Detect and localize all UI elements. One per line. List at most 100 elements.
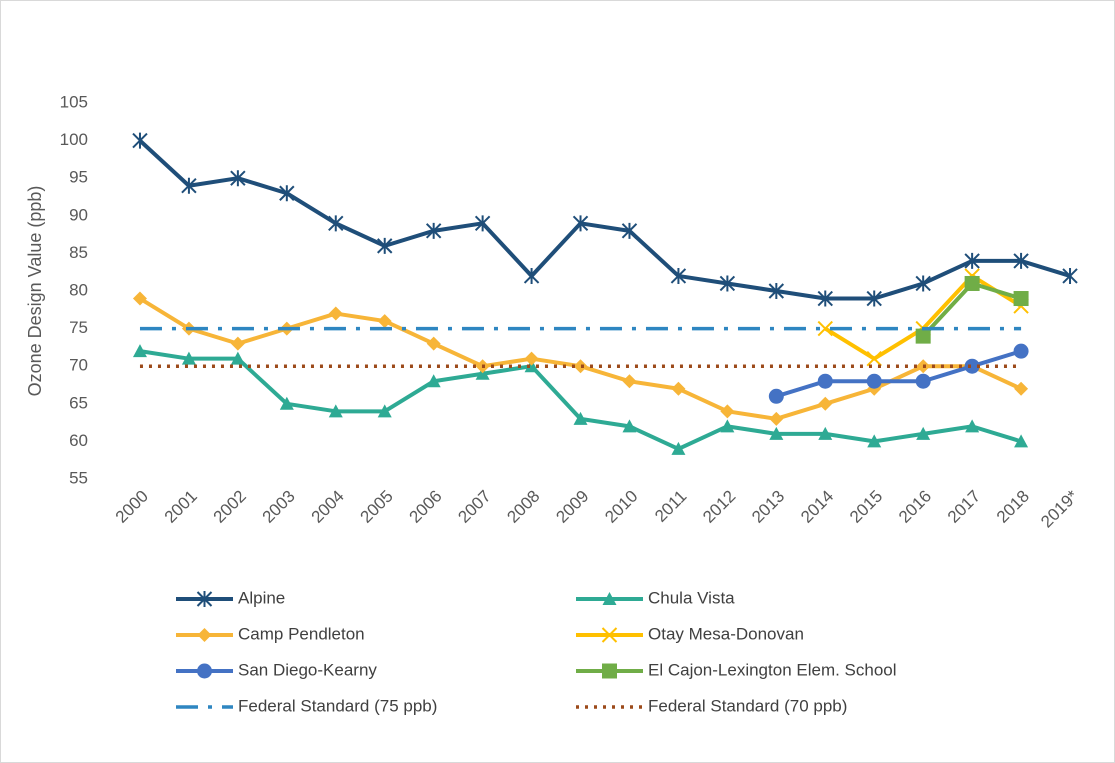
- legend-item: Alpine: [176, 588, 285, 607]
- marker: [916, 426, 931, 440]
- marker: [769, 426, 784, 440]
- y-tick-label: 85: [69, 243, 88, 262]
- legend-item: Otay Mesa-Donovan: [576, 624, 804, 643]
- marker: [817, 320, 833, 337]
- marker: [866, 350, 882, 367]
- marker: [818, 426, 833, 440]
- marker: [622, 419, 637, 433]
- legend-marker: [197, 663, 212, 679]
- legend-label: Federal Standard (70 ppb): [648, 696, 847, 715]
- marker: [1013, 252, 1029, 269]
- marker: [671, 441, 686, 455]
- marker: [328, 404, 343, 418]
- marker: [915, 373, 931, 389]
- marker: [964, 252, 980, 269]
- marker: [964, 358, 980, 374]
- y-tick-label: 75: [69, 318, 88, 337]
- marker: [866, 290, 882, 307]
- marker: [132, 132, 148, 149]
- marker: [279, 185, 295, 202]
- marker: [426, 374, 441, 388]
- legend-marker: [601, 627, 618, 643]
- marker: [524, 351, 539, 366]
- marker: [817, 373, 833, 389]
- marker: [670, 267, 687, 284]
- marker: [768, 388, 784, 404]
- legend-label: Chula Vista: [648, 588, 735, 607]
- legend-item: Camp Pendleton: [176, 624, 365, 643]
- y-tick-label: 70: [69, 356, 88, 375]
- marker: [1013, 291, 1029, 307]
- marker: [817, 290, 833, 307]
- marker: [377, 404, 392, 418]
- marker: [1013, 343, 1029, 359]
- legend-label: Alpine: [238, 588, 285, 607]
- y-tick-label: 90: [69, 205, 88, 224]
- marker: [1014, 434, 1029, 448]
- marker: [377, 314, 392, 329]
- legend-item: Federal Standard (70 ppb): [576, 696, 847, 715]
- legend-marker: [197, 628, 212, 642]
- marker: [965, 419, 980, 433]
- legend-item: San Diego-Kearny: [176, 660, 377, 679]
- marker: [573, 411, 588, 425]
- y-axis-title: Ozone Design Value (ppb): [25, 186, 45, 397]
- y-tick-label: 80: [69, 280, 88, 299]
- marker: [230, 170, 246, 187]
- series-line: [138, 139, 1071, 301]
- marker: [230, 336, 245, 351]
- marker: [769, 411, 784, 426]
- marker: [622, 374, 637, 389]
- series-line: [775, 349, 1022, 399]
- marker: [621, 222, 638, 239]
- marker: [377, 237, 393, 254]
- y-tick-label: 55: [69, 468, 88, 487]
- legend-label: Camp Pendleton: [238, 624, 365, 643]
- legend-marker: [602, 663, 617, 679]
- marker: [132, 344, 147, 358]
- marker: [866, 373, 882, 389]
- marker: [1062, 267, 1078, 284]
- marker: [425, 222, 442, 239]
- marker: [230, 351, 245, 365]
- legend-item: Federal Standard (75 ppb): [176, 696, 437, 715]
- y-tick-label: 65: [69, 393, 88, 412]
- marker: [964, 275, 980, 291]
- legend-item: El Cajon-Lexington Elem. School: [576, 660, 897, 679]
- marker: [915, 328, 931, 344]
- marker: [720, 419, 735, 433]
- y-tick-label: 95: [69, 168, 88, 187]
- marker: [475, 366, 490, 380]
- legend-label: El Cajon-Lexington Elem. School: [648, 660, 897, 679]
- marker: [867, 434, 882, 448]
- legend-label: Federal Standard (75 ppb): [238, 696, 437, 715]
- y-tick-label: 105: [60, 92, 88, 111]
- marker: [768, 283, 785, 299]
- marker: [523, 267, 540, 284]
- legend-item: Chula Vista: [576, 588, 735, 607]
- marker: [719, 275, 736, 292]
- marker: [328, 215, 344, 232]
- marker: [181, 351, 196, 365]
- marker: [573, 359, 588, 374]
- marker: [328, 306, 343, 321]
- marker: [132, 291, 147, 306]
- legend-marker: [602, 592, 617, 605]
- marker: [818, 396, 833, 411]
- marker: [1014, 381, 1029, 396]
- legend-label: San Diego-Kearny: [238, 660, 377, 679]
- marker: [426, 336, 441, 351]
- marker: [915, 275, 931, 292]
- legend-label: Otay Mesa-Donovan: [648, 624, 804, 643]
- marker: [524, 359, 539, 373]
- marker: [279, 396, 294, 410]
- marker: [671, 381, 686, 396]
- marker: [572, 215, 589, 232]
- legend-marker: [196, 591, 213, 607]
- marker: [474, 215, 491, 232]
- y-tick-label: 60: [69, 431, 88, 450]
- marker: [720, 404, 735, 419]
- y-tick-label: 100: [60, 130, 88, 149]
